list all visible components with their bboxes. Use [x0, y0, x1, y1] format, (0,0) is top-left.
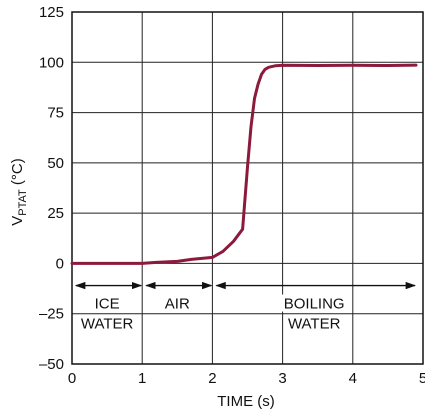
y-tick-label: 75	[47, 105, 64, 122]
region-label: ICE	[95, 296, 120, 313]
region-label: WATER	[288, 316, 341, 333]
x-tick-label: 3	[278, 370, 286, 387]
x-tick-label: 0	[68, 370, 76, 387]
x-tick-label: 1	[138, 370, 146, 387]
y-tick-label: –50	[39, 356, 64, 373]
region-label-bg	[289, 314, 339, 332]
y-tick-label: 125	[39, 4, 64, 21]
y-tick-labels: 125 100 75 50 25 0 –25 –50	[39, 4, 64, 373]
series-layer	[70, 63, 418, 265]
y-tick-label: 25	[47, 205, 64, 222]
plot-frame	[71, 11, 424, 365]
x-tick-labels: 0 1 2 3 4 5	[68, 370, 425, 387]
y-axis-label-main: V	[9, 216, 26, 226]
plot-border	[71, 11, 424, 365]
region-label-bg	[280, 294, 348, 312]
y-tick-label: 100	[39, 54, 64, 71]
region-label: BOILING	[284, 296, 345, 313]
series-line	[70, 63, 418, 265]
x-tick-label: 5	[419, 370, 425, 387]
region-annotations: ICE WATER AIR BOILING WATER	[74, 281, 417, 333]
x-tick-label: 4	[349, 370, 357, 387]
y-tick-label: –25	[39, 306, 64, 323]
region-label: AIR	[165, 296, 190, 313]
region-label-bg	[91, 294, 123, 312]
region-label: WATER	[81, 316, 134, 333]
y-tick-label: 50	[47, 155, 64, 172]
y-axis-label: VPTAT (°C)	[9, 158, 29, 226]
y-tick-label: 0	[56, 255, 64, 272]
x-tick-label: 2	[208, 370, 216, 387]
region-label-bg	[161, 294, 193, 312]
y-axis-label-unit: (°C)	[9, 158, 26, 189]
region-label-bg	[82, 314, 132, 332]
y-axis-label-sub: PTAT	[17, 189, 29, 216]
x-axis-label: TIME (s)	[217, 393, 275, 410]
